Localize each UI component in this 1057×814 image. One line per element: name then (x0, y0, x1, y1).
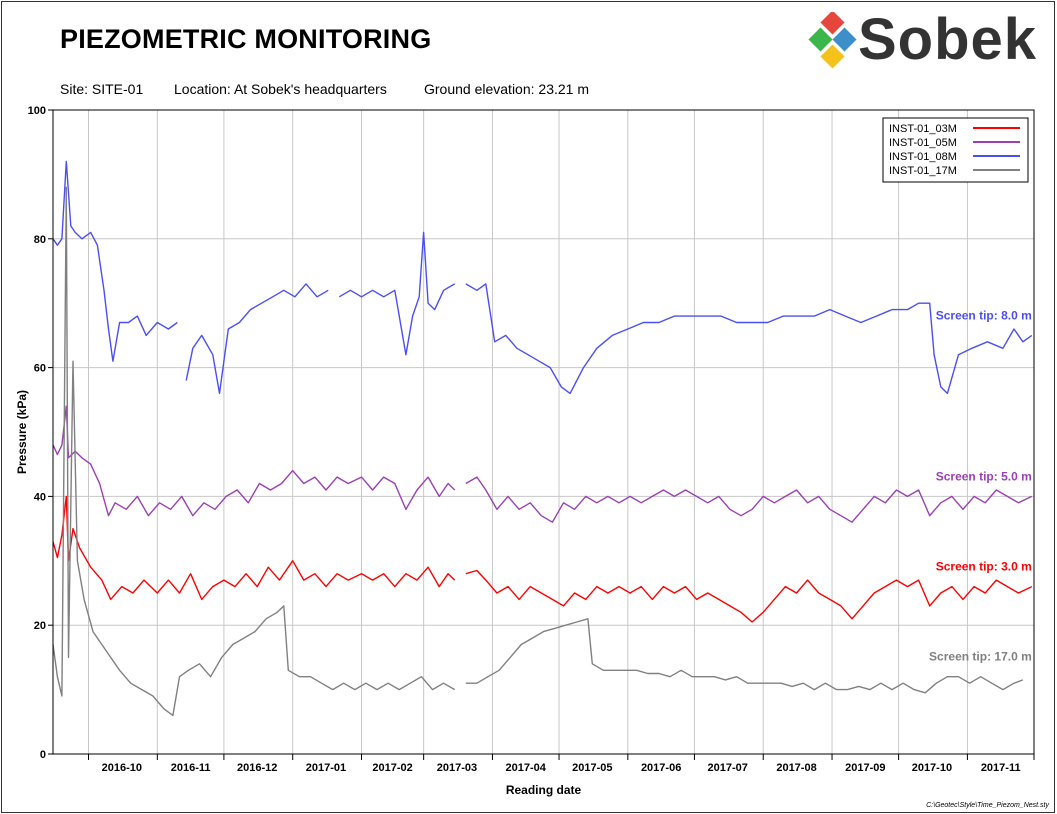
x-tick-label: 2017-06 (641, 762, 681, 774)
x-tick-label: 2017-11 (981, 762, 1021, 774)
chart-title: PIEZOMETRIC MONITORING (60, 24, 432, 54)
grid-layer (53, 110, 1034, 754)
legend-label: INST-01_05M (889, 137, 957, 149)
series-line-inst-01-08m-segment-2 (185, 283, 329, 395)
annotation-layer: Screen tip: 3.0 m Screen tip: 5.0 m Screen… (929, 308, 1032, 663)
series-line-inst-01-05m-segment-2 (465, 476, 1033, 523)
x-tick-label: 2017-07 (708, 762, 748, 774)
series-line-inst-01-08m-segment-4 (465, 283, 1033, 395)
x-tick-label: 2016-11 (171, 762, 211, 774)
series-line-inst-01-03m-segment-2 (465, 569, 1033, 623)
sobek-logo: Sobek (806, 7, 1046, 84)
y-tick-label: 80 (34, 234, 46, 246)
elevation-label: Ground elevation: 23.21 m (424, 81, 589, 97)
series-layer (52, 160, 1033, 717)
style-file-path: C:\Geotec\Style\Time_Piezom_Nest.sty (926, 802, 1049, 809)
x-tick-label: 2017-09 (845, 762, 885, 774)
legend-label: INST-01_03M (889, 123, 957, 135)
y-tick-label: 100 (28, 105, 46, 117)
series-line-inst-01-05m-segment-1 (52, 405, 456, 517)
x-tick-label: 2017-02 (372, 762, 412, 774)
location-label: Location: At Sobek's headquarters (174, 81, 387, 97)
x-tick-label: 2017-10 (912, 762, 952, 774)
x-tick-label: 2017-05 (572, 762, 612, 774)
x-tick-label: 2017-03 (437, 762, 477, 774)
screen-tip-annotation: Screen tip: 8.0 m (936, 308, 1032, 322)
y-axis-title: Pressure (kPa) (15, 390, 29, 474)
x-tick-label: 2017-08 (776, 762, 816, 774)
legend-label: INST-01_17M (889, 165, 957, 177)
sobek-logo-mark (808, 12, 857, 69)
series-line-inst-01-17m-segment-2 (465, 618, 1024, 694)
series-line-inst-01-08m-segment-1 (52, 160, 178, 362)
series-line-inst-01-08m-segment-3 (338, 231, 456, 356)
x-axis-title: Reading date (506, 783, 582, 797)
x-tick-label: 2016-12 (237, 762, 277, 774)
series-line-inst-01-17m-segment-1 (52, 186, 456, 717)
series-line-inst-01-03m-segment-1 (52, 495, 456, 601)
x-tick-label: 2017-04 (506, 762, 547, 774)
screen-tip-annotation: Screen tip: 3.0 m (936, 559, 1032, 573)
screen-tip-annotation: Screen tip: 17.0 m (929, 650, 1032, 664)
y-tick-label: 20 (34, 620, 46, 632)
legend-label: INST-01_08M (889, 151, 957, 163)
logo-text: Sobek (858, 7, 1038, 72)
y-tick-label: 60 (34, 363, 46, 375)
legend: INST-01_03M INST-01_05M INST-01_08M INST-01… (882, 117, 1029, 183)
x-tick-label: 2017-01 (306, 762, 346, 774)
x-tick-label: 2016-10 (102, 762, 142, 774)
ticks-layer: 0 20 40 60 80 100 2016-10 2016-11 2016-12 2017-01… (28, 105, 1035, 774)
y-tick-label: 0 (40, 749, 46, 761)
screen-tip-annotation: Screen tip: 5.0 m (936, 469, 1032, 483)
y-tick-label: 40 (34, 491, 46, 503)
site-label: Site: SITE-01 (60, 81, 144, 97)
plot-area-border (52, 109, 1035, 755)
